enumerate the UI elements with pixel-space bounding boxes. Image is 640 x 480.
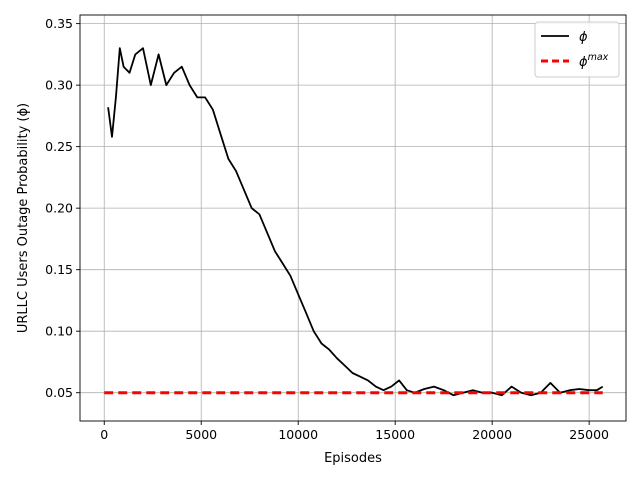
x-tick-label: 10000 bbox=[278, 427, 318, 442]
legend-label-phi-max: ϕmax bbox=[579, 52, 609, 70]
ticks: 0 5000 10000 15000 20000 25000 0.05 0.10 0.15 0.2… bbox=[45, 16, 609, 442]
legend-label-phi: ϕ bbox=[579, 30, 588, 45]
legend: ϕ ϕmax bbox=[534, 21, 620, 78]
y-tick-label: 0.20 bbox=[45, 201, 73, 216]
legend-label-phi-max-base: ϕ bbox=[579, 55, 588, 70]
y-tick-label: 0.25 bbox=[45, 139, 73, 154]
x-axis-title: Episodes bbox=[324, 451, 382, 466]
y-tick-label: 0.05 bbox=[45, 385, 73, 400]
y-tick-label: 0.15 bbox=[45, 262, 73, 277]
x-tick-label: 0 bbox=[100, 427, 108, 442]
x-tick-label: 5000 bbox=[185, 427, 217, 442]
x-tick-label: 20000 bbox=[472, 427, 512, 442]
y-axis-title: URLLC Users Outage Probability (ϕ) bbox=[16, 103, 31, 333]
series-phi-line bbox=[107, 47, 604, 397]
plot-frame bbox=[79, 14, 627, 422]
y-tick-label: 0.10 bbox=[45, 324, 73, 339]
series-group bbox=[104, 47, 604, 397]
y-tick-label: 0.30 bbox=[45, 78, 73, 93]
x-tick-label: 25000 bbox=[569, 427, 609, 442]
y-tick-label: 0.35 bbox=[45, 16, 73, 31]
plot-area bbox=[80, 15, 626, 421]
x-tick-label: 15000 bbox=[375, 427, 415, 442]
legend-label-phi-max-sup: max bbox=[588, 52, 609, 63]
grid bbox=[80, 15, 626, 421]
legend-frame bbox=[534, 21, 620, 78]
